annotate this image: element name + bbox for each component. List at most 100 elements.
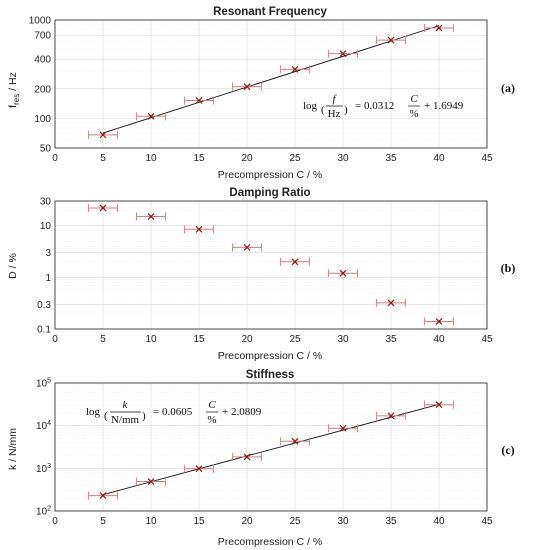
x-tick-label: 45 xyxy=(481,334,493,345)
y-axis-label: D / % xyxy=(7,253,19,279)
x-marker xyxy=(195,97,203,104)
panel-stiffness: Stiffness 0 5 10 15 20 25 30 35 40 45 10210310410… xyxy=(7,369,515,548)
x-tick-label: 45 xyxy=(481,153,493,164)
x-tick-label: 35 xyxy=(385,153,397,164)
x-tick-label: 40 xyxy=(433,334,445,345)
data-point xyxy=(424,400,454,409)
y-tick-label: 102 xyxy=(36,506,51,518)
x-marker xyxy=(99,131,107,139)
panel-label: (a) xyxy=(501,81,515,95)
data-point xyxy=(280,257,310,266)
eq-paren-close: ) xyxy=(344,104,348,116)
chart-title: Stiffness xyxy=(246,369,295,381)
y-axis-label: fres / Hz xyxy=(7,72,21,108)
eq-c: C xyxy=(410,93,418,105)
data-point xyxy=(184,225,214,234)
x-marker xyxy=(291,258,299,266)
grid xyxy=(54,200,488,330)
x-tick-label: 40 xyxy=(433,153,445,164)
fit-equation: log ( f Hz ) = 0.0312 C % + 1.6949 xyxy=(303,93,464,120)
data-point xyxy=(184,464,214,473)
x-tick-label: 25 xyxy=(289,334,301,345)
plot-frame xyxy=(54,382,488,512)
y-tick-label: 100 xyxy=(34,114,51,125)
x-marker xyxy=(339,269,347,277)
eq-paren-open: ( xyxy=(104,410,108,422)
x-axis-label: Precompression C / % xyxy=(218,169,322,181)
x-tick-label: 30 xyxy=(337,153,349,164)
x-marker xyxy=(387,299,395,307)
eq-var: k xyxy=(123,399,129,411)
y-tick-label: 10 xyxy=(40,221,52,232)
y-tick-label: 400 xyxy=(34,55,51,66)
panel-label: (b) xyxy=(501,261,516,275)
y-tick-labels: 102 103 104 105 xyxy=(36,378,51,518)
data-point xyxy=(280,437,310,446)
x-tick-label: 5 xyxy=(100,153,106,164)
data-point xyxy=(376,298,406,307)
eq-log: log xyxy=(86,406,101,418)
x-tick-label: 20 xyxy=(241,153,253,164)
x-tick-label: 10 xyxy=(145,153,157,164)
panel-damping-ratio: Damping Ratio 0 5 10 15 20 25 30 35 40 45 0.1 0.3 1… xyxy=(7,187,515,362)
x-marker xyxy=(195,465,203,473)
x-tick-labels: 0 5 10 15 20 25 30 35 40 45 xyxy=(52,516,493,527)
plot-frame xyxy=(54,200,488,330)
x-tick-label: 25 xyxy=(289,516,301,527)
data-point xyxy=(136,477,166,486)
panel-resonant-frequency: Resonant Frequency 0 5 10 15 20 25 30 35 40 45 50… xyxy=(7,6,515,181)
y-tick-label: 200 xyxy=(34,84,51,95)
x-marker xyxy=(243,243,251,251)
y-tick-labels: 50 100 200 400 700 1000 xyxy=(29,16,52,155)
eq-percent: % xyxy=(207,414,216,426)
data-point xyxy=(376,411,406,420)
x-marker xyxy=(435,24,443,32)
x-marker xyxy=(99,204,107,212)
data-point xyxy=(376,36,406,45)
data-point xyxy=(328,424,358,433)
y-tick-label: 700 xyxy=(34,31,51,42)
x-tick-labels: 0 5 10 15 20 25 30 35 40 45 xyxy=(52,334,493,345)
eq-unit: Hz xyxy=(328,108,341,120)
eq-log: log xyxy=(303,100,318,112)
x-tick-label: 0 xyxy=(52,334,58,345)
y-tick-label: 30 xyxy=(40,197,52,208)
x-tick-label: 5 xyxy=(100,334,106,345)
data-point xyxy=(424,23,454,32)
y-tick-label: 0.3 xyxy=(37,300,51,311)
x-marker xyxy=(339,50,347,58)
x-tick-labels: 0 5 10 15 20 25 30 35 40 45 xyxy=(52,153,493,164)
x-marker xyxy=(99,492,107,499)
eq-paren-open: ( xyxy=(321,104,325,116)
eq-paren-close: ) xyxy=(142,410,146,422)
x-tick-label: 45 xyxy=(481,516,493,527)
x-tick-label: 30 xyxy=(337,334,349,345)
x-tick-label: 0 xyxy=(52,516,58,527)
data-point xyxy=(88,491,118,500)
data-point xyxy=(184,96,214,105)
x-tick-label: 0 xyxy=(52,153,58,164)
y-tick-label: 1 xyxy=(45,273,51,284)
x-tick-label: 15 xyxy=(193,334,205,345)
y-tick-labels: 0.1 0.3 1 3 10 30 xyxy=(37,197,51,336)
x-marker xyxy=(339,424,347,432)
x-marker xyxy=(147,213,155,220)
y-tick-label: 104 xyxy=(36,420,51,432)
data-point xyxy=(88,203,118,212)
x-tick-label: 35 xyxy=(385,516,397,527)
x-tick-label: 15 xyxy=(193,516,205,527)
x-marker xyxy=(147,112,155,120)
x-marker xyxy=(147,478,155,485)
data-points xyxy=(88,203,454,326)
x-tick-label: 20 xyxy=(241,516,253,527)
y-tick-label: 105 xyxy=(36,378,51,390)
fit-equation: log ( k N/mm ) = 0.0605 C % + 2.0809 xyxy=(86,399,262,426)
data-point xyxy=(328,269,358,278)
data-point xyxy=(136,212,166,221)
x-marker xyxy=(387,36,395,44)
grid xyxy=(54,382,488,512)
eq-coefficient: = 0.0605 xyxy=(153,406,193,418)
eq-coefficient: = 0.0312 xyxy=(355,100,394,112)
eq-c: C xyxy=(208,399,216,411)
